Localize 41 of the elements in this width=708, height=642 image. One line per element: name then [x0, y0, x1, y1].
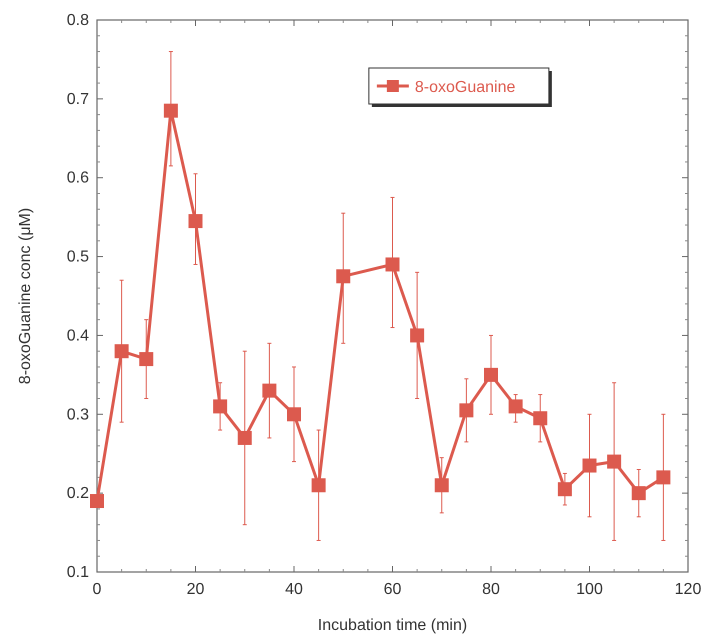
- y-tick-label: 0.8: [66, 12, 90, 29]
- point: [508, 399, 523, 414]
- point: [90, 494, 104, 508]
- x-tick-label: 60: [384, 581, 402, 598]
- point: [459, 403, 474, 418]
- point: [484, 368, 498, 382]
- y-tick-label: 0.2: [66, 485, 90, 502]
- legend-label: 8-oxoGuanine: [414, 79, 516, 96]
- point: [312, 478, 326, 492]
- y-tick-label: 0.6: [66, 170, 90, 187]
- point: [386, 257, 400, 272]
- x-tick-label: 20: [186, 581, 204, 598]
- y-tick-label: 0.4: [66, 327, 90, 344]
- point: [287, 407, 301, 422]
- x-axis-title: Incubation time (min): [318, 617, 468, 634]
- y-tick-label: 0.3: [66, 406, 90, 424]
- point: [434, 478, 449, 492]
- point: [188, 214, 202, 228]
- point: [582, 458, 596, 473]
- point: [262, 384, 276, 398]
- point: [558, 482, 572, 496]
- point: [533, 411, 548, 426]
- y-axis-title: 8-oxoGuanine conc (μM): [17, 208, 34, 384]
- x-tick-label: 100: [576, 581, 603, 598]
- point: [139, 352, 154, 366]
- point: [656, 470, 670, 484]
- point: [336, 269, 350, 284]
- point: [164, 104, 178, 118]
- point: [213, 399, 228, 414]
- x-tick-label: 40: [285, 581, 303, 598]
- y-tick-label: 0.5: [66, 248, 90, 266]
- y-tick-label: 0.7: [66, 90, 90, 108]
- point: [410, 328, 424, 342]
- x-tick-label: 0: [92, 581, 102, 598]
- point: [114, 344, 129, 358]
- x-tick-label: 80: [482, 581, 500, 598]
- point: [607, 454, 622, 469]
- x-tick-label: 120: [674, 581, 702, 598]
- y-tick-label: 0.1: [66, 564, 90, 581]
- point: [238, 430, 252, 445]
- point: [632, 486, 646, 500]
